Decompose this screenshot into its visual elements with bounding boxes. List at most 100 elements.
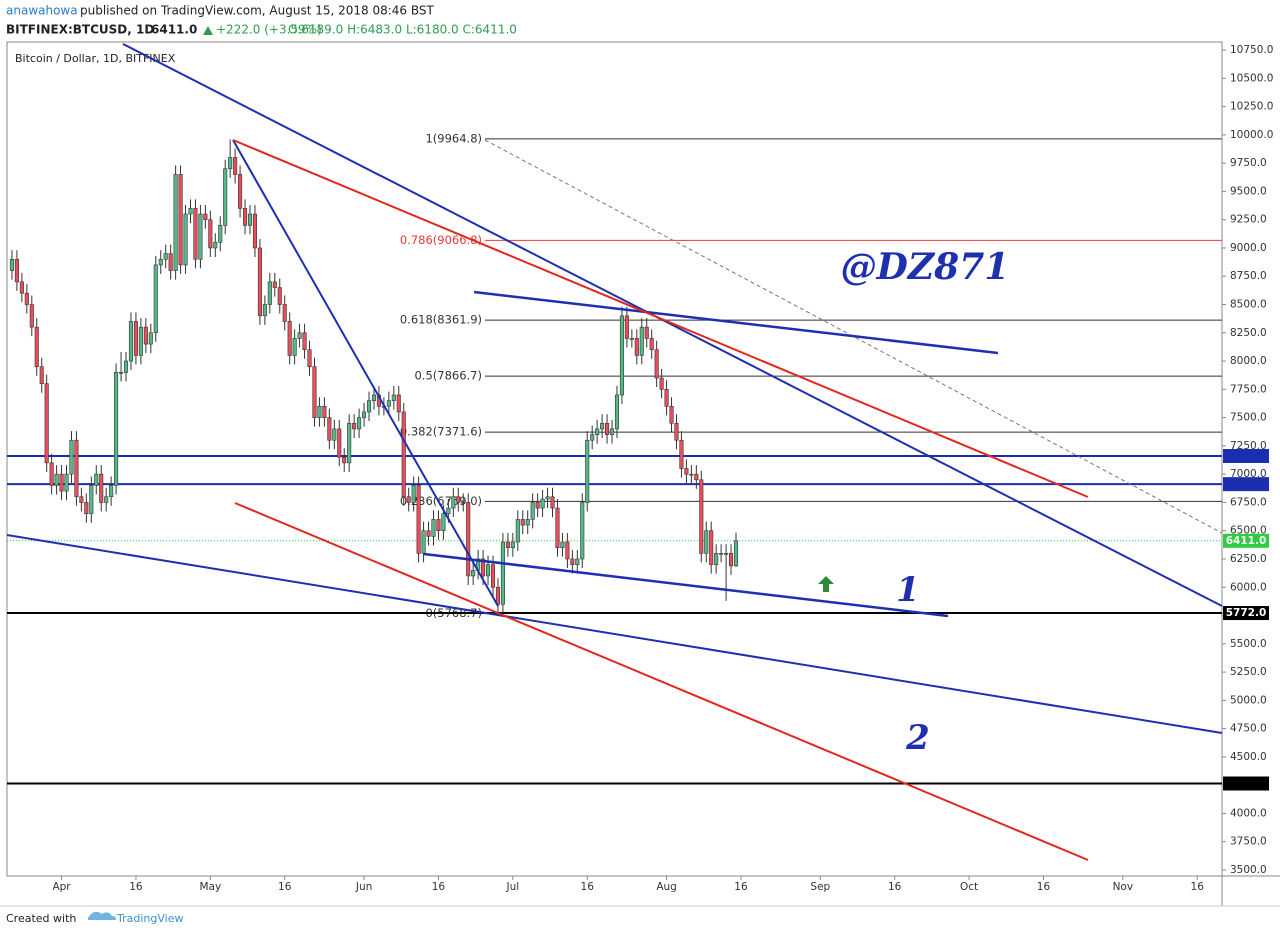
- candle-body: [29, 304, 34, 328]
- x-tick-label: Nov: [1113, 881, 1134, 893]
- candle-body: [679, 439, 684, 469]
- candle-body: [714, 553, 719, 565]
- candle-body: [575, 558, 580, 565]
- candle-body: [287, 321, 292, 356]
- x-tick-label: Jun: [355, 881, 372, 893]
- trend-line: [232, 139, 499, 607]
- candle-body: [39, 366, 44, 384]
- candle-body: [614, 394, 620, 430]
- candle-body: [188, 208, 193, 215]
- candle-body: [401, 411, 406, 498]
- change: +222.0 (+3.59%): [216, 23, 322, 37]
- candle-body: [505, 541, 510, 548]
- candle-body: [257, 247, 262, 317]
- candle-body: [79, 496, 84, 503]
- candle-body: [704, 530, 709, 554]
- footer: Created with TradingView: [6, 911, 183, 925]
- candle-body: [446, 507, 451, 515]
- x-tick-label: Sep: [810, 881, 830, 893]
- candle-body: [109, 485, 114, 498]
- candle-body: [609, 428, 615, 435]
- y-tick-label: 6750.0: [1230, 496, 1267, 508]
- candle-body: [277, 287, 282, 305]
- candle-body: [59, 473, 64, 492]
- candle-body: [247, 213, 253, 226]
- candle-body: [208, 219, 213, 249]
- candle-body: [238, 174, 243, 209]
- candle-body: [694, 473, 699, 481]
- y-tick-label: 7250.0: [1230, 440, 1267, 452]
- candle-body: [94, 473, 99, 486]
- candle-body: [560, 541, 565, 548]
- candle-body: [119, 372, 124, 374]
- candle-body: [729, 553, 734, 567]
- candle-body: [357, 417, 362, 430]
- last-price-line-label: 6411.0: [1226, 535, 1267, 547]
- candle-body: [733, 540, 739, 567]
- x-tick-label: May: [199, 881, 221, 893]
- candle-body: [34, 326, 39, 368]
- candle-body: [54, 473, 59, 486]
- candle-body: [426, 530, 431, 537]
- x-tick-label: 16: [1191, 881, 1205, 893]
- candle-body: [689, 473, 694, 476]
- level-line-box: [1223, 477, 1269, 492]
- candle-body: [233, 157, 238, 175]
- candle-body: [148, 332, 153, 345]
- candle-body: [158, 258, 163, 266]
- y-tick-label: 5250.0: [1230, 666, 1267, 678]
- y-tick-label: 8000.0: [1230, 355, 1267, 367]
- candle-body: [228, 157, 233, 170]
- candle-body: [510, 541, 515, 548]
- trend-line: [122, 43, 1223, 607]
- candle-body: [99, 473, 104, 503]
- fib-label: 0.5(7866.7): [414, 369, 482, 383]
- x-tick-label: 16: [888, 881, 902, 893]
- y-tick-label: 7750.0: [1230, 383, 1267, 395]
- candle-body: [580, 502, 585, 560]
- y-tick-label: 6000.0: [1230, 581, 1267, 593]
- candle-body: [198, 213, 203, 260]
- y-tick-label: 10500.0: [1230, 72, 1273, 84]
- candle-body: [525, 519, 530, 526]
- candle-body: [123, 360, 129, 373]
- candle-body: [302, 332, 307, 351]
- y-tick-label: 6250.0: [1230, 553, 1267, 565]
- footer-brand[interactable]: TradingView: [116, 912, 183, 925]
- candle-body: [307, 349, 312, 368]
- last-price-line-box: [1223, 533, 1269, 548]
- candle-body: [183, 213, 188, 266]
- candle-body: [595, 428, 600, 435]
- candle-body: [49, 462, 54, 486]
- y-tick-label: 3750.0: [1230, 836, 1267, 848]
- candle-body: [555, 507, 560, 548]
- label-1: 1: [896, 570, 920, 610]
- candle-body: [168, 253, 173, 271]
- candle-body: [332, 428, 337, 441]
- y-tick-label: 3500.0: [1230, 864, 1267, 876]
- trend-line: [6, 534, 1223, 734]
- author[interactable]: anawahowa: [6, 4, 78, 18]
- y-tick-label: 8250.0: [1230, 327, 1267, 339]
- candle-body: [282, 304, 287, 322]
- candle-body: [634, 338, 639, 356]
- candle-body: [203, 213, 208, 220]
- candle-body: [605, 422, 610, 435]
- brand-logo: [88, 911, 116, 920]
- candle-body: [590, 434, 595, 441]
- y-tick-label: 9000.0: [1230, 242, 1267, 254]
- candle-body: [243, 208, 248, 226]
- candle-body: [724, 553, 729, 555]
- x-tick-label: Oct: [960, 881, 978, 893]
- x-tick-label: Jul: [506, 881, 520, 893]
- candle-body: [684, 468, 689, 475]
- candle-body: [267, 281, 272, 305]
- candle-body: [481, 558, 486, 577]
- level-line-box: [1223, 776, 1269, 791]
- candle-body: [342, 456, 347, 464]
- y-tick-label: 10750.0: [1230, 44, 1273, 56]
- y-tick-label: 8500.0: [1230, 299, 1267, 311]
- y-tick-label: 9250.0: [1230, 214, 1267, 226]
- watermark: @DZ871: [841, 246, 1010, 288]
